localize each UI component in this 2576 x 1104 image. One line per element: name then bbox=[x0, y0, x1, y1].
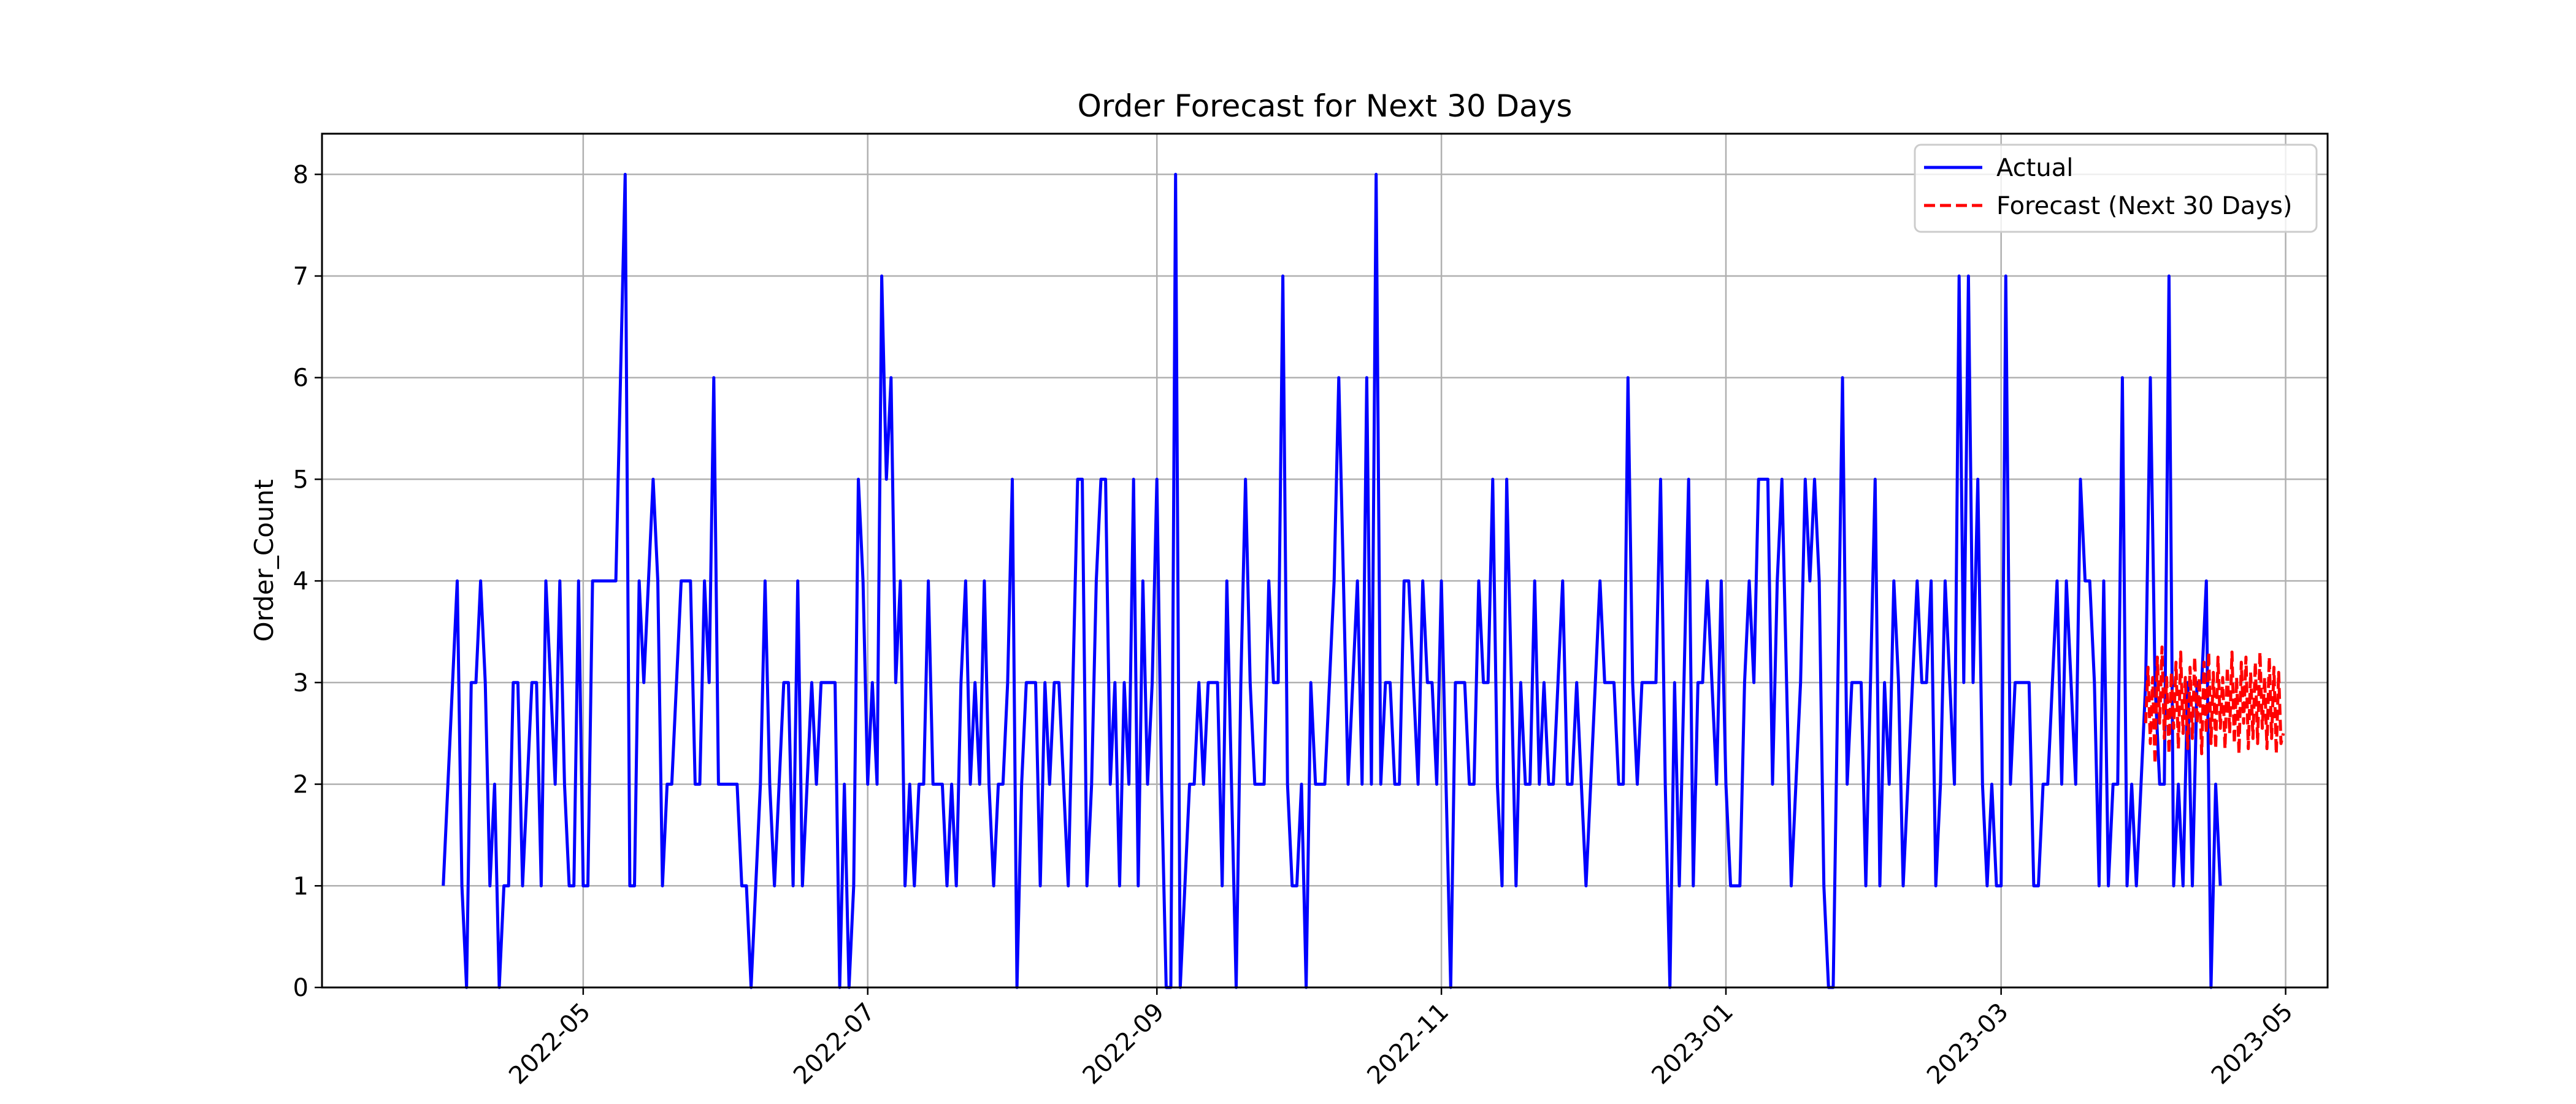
y-axis-label: Order_Count bbox=[249, 479, 279, 642]
y-tick-label: 5 bbox=[293, 466, 309, 494]
y-tick-label: 6 bbox=[293, 364, 309, 393]
y-tick-label: 7 bbox=[293, 263, 309, 291]
y-tick-label: 4 bbox=[293, 567, 309, 596]
legend: Actual Forecast (Next 30 Days) bbox=[1914, 144, 2318, 233]
y-tick-label: 2 bbox=[293, 771, 309, 799]
y-axis: 0 1 2 3 4 5 6 7 8 bbox=[293, 161, 322, 1002]
y-tick-label: 3 bbox=[293, 669, 309, 697]
y-tick-label: 0 bbox=[293, 974, 309, 1002]
y-tick-label: 1 bbox=[293, 872, 309, 900]
y-tick-label: 8 bbox=[293, 161, 309, 189]
series-line-actual bbox=[442, 172, 2222, 989]
legend-label-actual: Actual bbox=[1996, 154, 2073, 182]
data-series bbox=[442, 172, 2285, 989]
plot-area-frame bbox=[321, 132, 2329, 989]
series-line-forecast bbox=[2144, 645, 2285, 765]
legend-box bbox=[1914, 144, 2318, 233]
chart-title: Order Forecast for Next 30 Days bbox=[1078, 88, 1573, 124]
legend-label-forecast: Forecast (Next 30 Days) bbox=[1996, 192, 2293, 220]
